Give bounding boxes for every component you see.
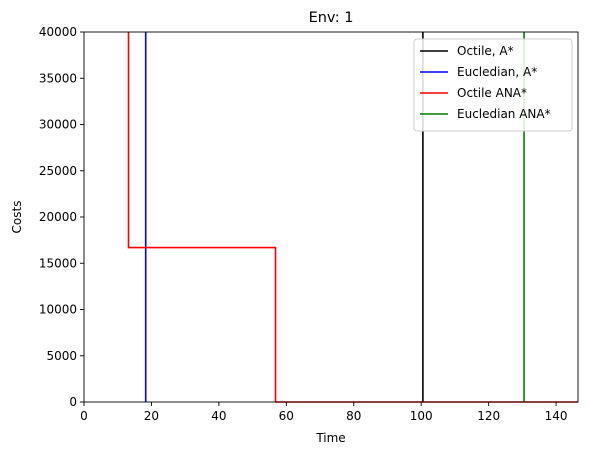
x-tick-label: 20: [144, 409, 159, 423]
y-tick-label: 25000: [39, 164, 77, 178]
y-axis: 0 5000 10000 15000 20000 25000 30000 35000 40000: [39, 25, 84, 409]
x-tick-label: 80: [346, 409, 361, 423]
y-tick-label: 5000: [46, 349, 77, 363]
x-axis-label: Time: [315, 431, 345, 445]
y-tick-label: 20000: [39, 210, 77, 224]
y-axis-label: Costs: [10, 201, 24, 234]
x-tick-label: 0: [80, 409, 88, 423]
x-tick-label: 120: [477, 409, 500, 423]
legend-label: Octile, A*: [457, 44, 514, 58]
x-axis: 0 20 40 60 80 100 120 140: [80, 402, 568, 423]
legend-label: Eucledian, A*: [457, 65, 537, 79]
y-tick-label: 35000: [39, 71, 77, 85]
legend-box: [413, 38, 573, 132]
x-tick-label: 40: [211, 409, 226, 423]
y-tick-label: 0: [69, 395, 77, 409]
x-tick-label: 60: [279, 409, 294, 423]
y-tick-label: 30000: [39, 118, 77, 132]
y-tick-label: 15000: [39, 256, 77, 270]
x-tick-label: 100: [410, 409, 433, 423]
legend-label: Octile ANA*: [457, 86, 527, 100]
y-tick-label: 10000: [39, 303, 77, 317]
legend: Octile, A* Eucledian, A* Octile ANA* Eucled…: [413, 38, 573, 132]
y-tick-label: 40000: [39, 25, 77, 39]
x-tick-label: 140: [545, 409, 568, 423]
chart-title: Env: 1: [309, 10, 354, 26]
legend-label: Eucledian ANA*: [457, 107, 551, 121]
